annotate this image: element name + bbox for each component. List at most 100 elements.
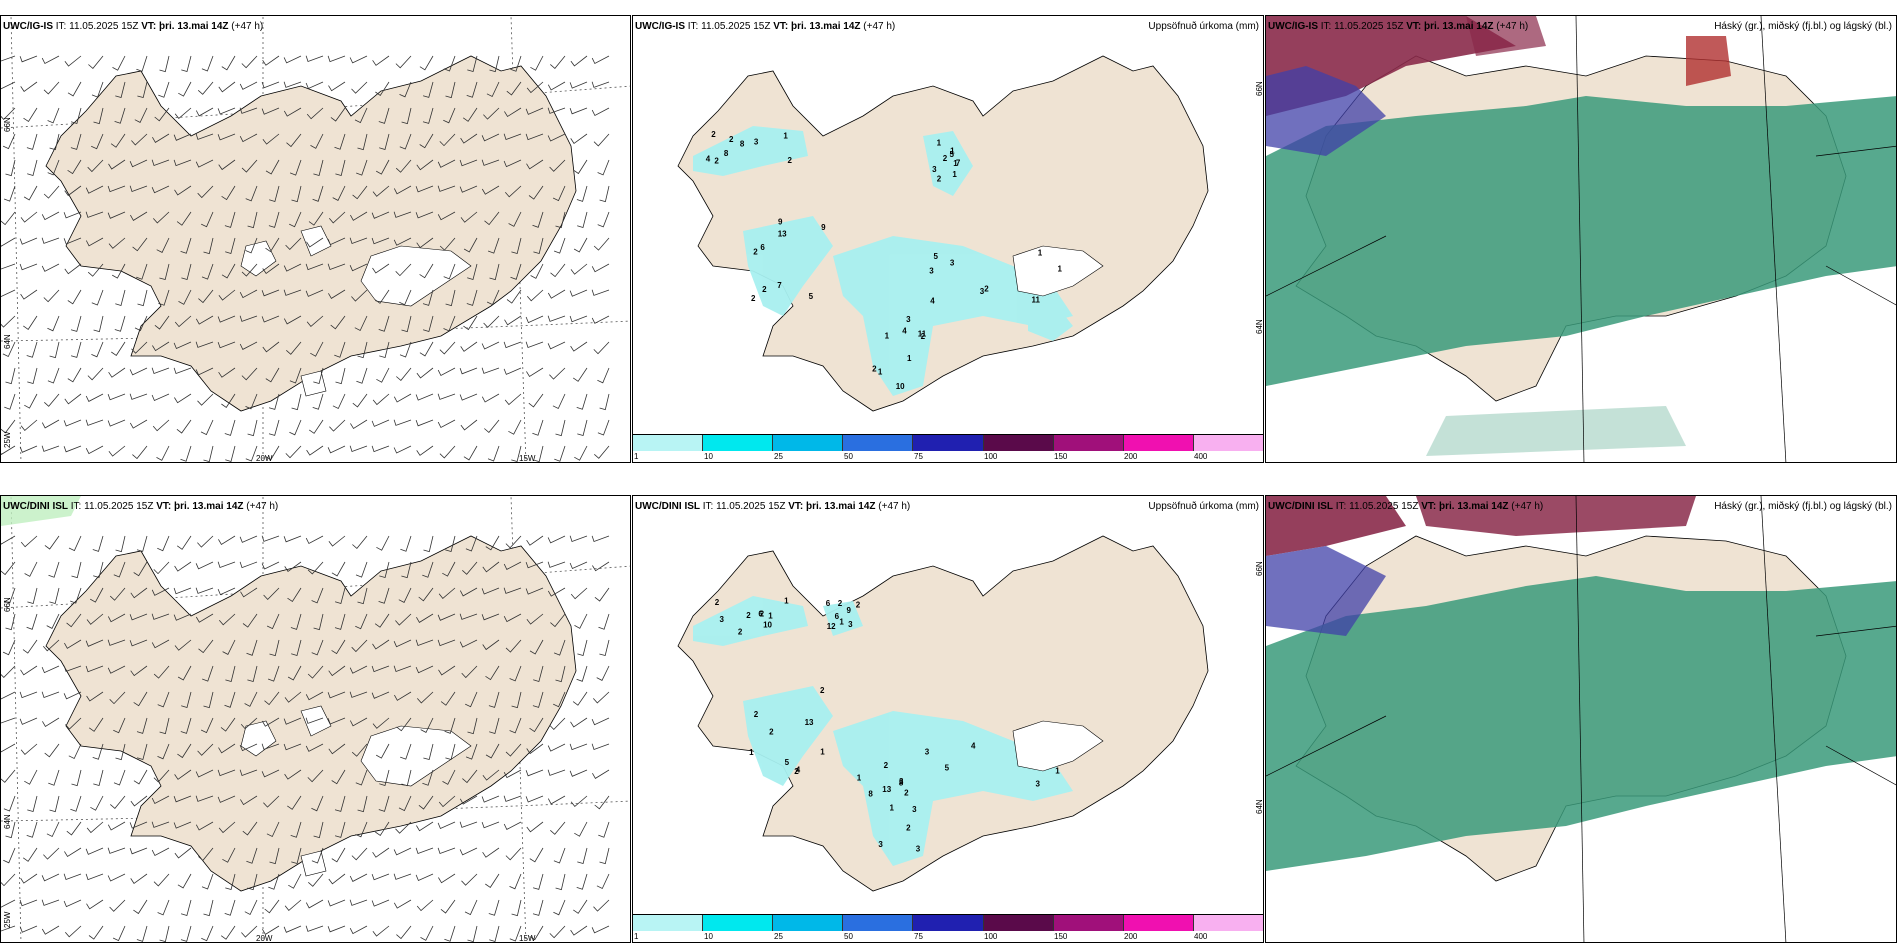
- wind-barb: [41, 691, 60, 699]
- wind-barb: [174, 847, 192, 859]
- wind-barb: [529, 847, 544, 863]
- precip-value-label: 7: [956, 159, 961, 168]
- wind-barb: [19, 717, 38, 725]
- wind-barb: [5, 159, 16, 177]
- wind-barb: [224, 211, 236, 228]
- wind-barb: [261, 81, 280, 89]
- wind-barb: [461, 665, 478, 679]
- wind-barb: [332, 185, 346, 201]
- wind-barb: [180, 717, 192, 734]
- precip-value-label: 9: [778, 217, 783, 226]
- wind-barb: [420, 925, 434, 941]
- wind-barb: [349, 873, 368, 882]
- wind-barb: [114, 315, 126, 332]
- precip-value-label: 1: [783, 132, 788, 141]
- wind-barb: [526, 367, 544, 378]
- wind-barb: [552, 393, 566, 410]
- grid-label-64n: 64N: [3, 334, 12, 349]
- wind-barb: [261, 107, 280, 115]
- colorbar-tick-label: 150: [1054, 452, 1068, 461]
- wind-map-panel-top: UWC/IG-IS IT: 11.05.2025 15Z VT: þri. 13…: [0, 15, 631, 463]
- wind-barb: [357, 587, 368, 605]
- wind-barb: [129, 847, 148, 855]
- wind-barb: [159, 55, 170, 73]
- wind-barb: [593, 133, 610, 147]
- wind-barb: [24, 393, 38, 409]
- wind-barb: [376, 535, 390, 551]
- wind-barb: [422, 107, 434, 124]
- wind-barb: [334, 587, 346, 605]
- wind-barb: [218, 289, 236, 301]
- wind-barb: [591, 263, 610, 273]
- wind-barb: [438, 665, 456, 676]
- wind-barb: [549, 925, 566, 939]
- wind-barb: [328, 289, 346, 299]
- wind-barb: [85, 419, 104, 426]
- wind-barb: [224, 899, 236, 916]
- wind-barb: [20, 743, 38, 755]
- grid-label-20w: 20W: [256, 934, 273, 943]
- wind-barb: [108, 159, 126, 170]
- wind-barb: [93, 769, 104, 786]
- wind-barb: [481, 133, 500, 142]
- wind-barb: [115, 535, 126, 553]
- wind-barb: [334, 795, 346, 812]
- wind-barb: [269, 185, 280, 203]
- wind-barb: [241, 367, 258, 381]
- wind-barb: [63, 237, 82, 245]
- wind-barb: [195, 107, 214, 117]
- wind-barb: [396, 367, 412, 381]
- wind-barb: [217, 315, 236, 323]
- precip-value-label: 2: [714, 157, 719, 166]
- wind-barb: [335, 367, 346, 385]
- wind-barb: [311, 847, 324, 864]
- wind-barb: [555, 419, 566, 437]
- wind-barb: [200, 717, 214, 734]
- precip-value-label: 3: [925, 747, 930, 756]
- wind-barb: [85, 237, 104, 247]
- wind-barb: [357, 795, 368, 813]
- panel-title: UWC/IG-IS IT: 11.05.2025 15Z VT: þri. 13…: [1268, 21, 1528, 32]
- wind-barb: [110, 795, 126, 809]
- wind-barb: [70, 795, 82, 812]
- wind-barb: [511, 899, 522, 917]
- wind-barb: [178, 289, 192, 305]
- wind-barb: [239, 315, 258, 322]
- wind-barb: [306, 237, 324, 248]
- wind-barb: [459, 393, 478, 401]
- wind-barb: [218, 81, 236, 93]
- wind-barb: [305, 691, 324, 701]
- wind-barb: [354, 315, 368, 332]
- wind-barb: [481, 159, 500, 166]
- wind-barb: [112, 55, 126, 71]
- wind-barb: [374, 289, 390, 304]
- precip-value-label: 9: [821, 223, 826, 232]
- wind-barb: [334, 613, 346, 630]
- wind-barb: [423, 743, 434, 760]
- wind-barb: [395, 613, 412, 626]
- wind-barb: [484, 419, 500, 433]
- wind-barb: [484, 211, 500, 226]
- it-value: 11.05.2025 15Z: [716, 501, 786, 512]
- wind-barb: [151, 795, 170, 805]
- wind-barb: [525, 107, 544, 115]
- wind-barb: [327, 925, 346, 933]
- colorbar-swatch: [1193, 435, 1263, 451]
- wind-barb: [43, 185, 60, 199]
- wind-barb: [41, 925, 60, 935]
- grid-label-66n: 66N: [1255, 81, 1264, 96]
- wind-barb: [133, 769, 148, 785]
- wind-barb: [576, 393, 588, 410]
- precip-value-label: 2: [820, 686, 825, 695]
- wind-barb: [197, 535, 214, 548]
- wind-barb: [86, 821, 104, 834]
- wind-barb: [334, 821, 346, 838]
- wind-barb: [134, 315, 148, 332]
- wind-barb: [400, 535, 412, 552]
- wind-barb: [423, 535, 434, 553]
- wind-barb: [417, 691, 434, 704]
- wind-barb: [198, 639, 214, 654]
- it-label: IT:: [1335, 501, 1347, 512]
- wind-barb: [555, 211, 566, 229]
- wind-barb: [569, 743, 588, 751]
